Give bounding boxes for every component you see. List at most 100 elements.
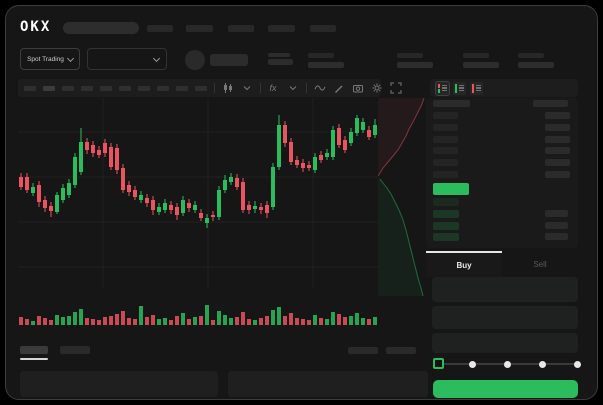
slider-step-dot[interactable] xyxy=(539,361,546,368)
orderbook-toolbar xyxy=(430,79,578,97)
orderbook-view-toggle-bids[interactable] xyxy=(453,81,466,95)
pair-name-placeholder xyxy=(210,54,248,66)
app-window: OKX Spot Trading fx Buy Sell xyxy=(5,5,598,400)
sell-tab-label: Sell xyxy=(533,259,547,269)
search-bar[interactable] xyxy=(63,22,139,34)
timeframe-placeholder[interactable] xyxy=(195,85,207,91)
nav-item-placeholder[interactable] xyxy=(268,25,295,32)
pair-selector-dropdown[interactable] xyxy=(87,48,167,70)
market-type-label: Spot Trading xyxy=(27,55,64,63)
order-form-field[interactable] xyxy=(432,306,578,329)
gear-icon[interactable] xyxy=(371,82,383,94)
expand-icon[interactable] xyxy=(390,82,402,94)
slider-step-dot[interactable] xyxy=(469,361,476,368)
orderbook-view-toggle-combined[interactable] xyxy=(435,80,450,96)
bid-row-amount[interactable] xyxy=(545,221,568,229)
bid-row-price[interactable] xyxy=(433,221,459,230)
stat-value-placeholder xyxy=(463,62,499,68)
ask-row-price[interactable] xyxy=(433,171,458,178)
timeframe-placeholder[interactable] xyxy=(43,85,55,91)
timeframe-placeholder[interactable] xyxy=(81,85,93,91)
orderbook-toggle-lines xyxy=(476,84,481,92)
bottom-tab-placeholder[interactable] xyxy=(60,346,90,354)
bid-row-amount[interactable] xyxy=(545,233,568,241)
bid-color xyxy=(455,83,457,93)
bid-row-price[interactable] xyxy=(433,233,459,242)
chevron-down-icon[interactable] xyxy=(241,82,253,94)
toolbar-divider xyxy=(306,83,307,93)
ask-color xyxy=(472,83,474,93)
ask-row-amount[interactable] xyxy=(545,147,570,155)
orderbook-toggle-lines xyxy=(459,84,464,92)
fx-icon[interactable]: fx xyxy=(268,82,280,94)
ask-color xyxy=(438,83,440,88)
slider-step-dot[interactable] xyxy=(574,361,581,368)
timeframe-placeholder[interactable] xyxy=(100,85,112,91)
last-price-placeholder xyxy=(268,53,290,57)
ask-row-amount[interactable] xyxy=(545,123,570,131)
svg-text:fx: fx xyxy=(270,83,278,93)
toolbar-divider xyxy=(260,83,261,93)
ask-row-price[interactable] xyxy=(433,112,458,119)
ask-row-amount[interactable] xyxy=(545,171,570,178)
nav-item-placeholder[interactable] xyxy=(186,25,213,32)
last-price-indicator[interactable] xyxy=(433,183,469,195)
orderbook-panel xyxy=(426,98,578,248)
trade-tabs: Buy Sell xyxy=(426,251,578,277)
bottom-panel-placeholder xyxy=(228,371,428,397)
ask-row-price[interactable] xyxy=(433,159,458,167)
depth-chart xyxy=(378,98,425,296)
market-type-dropdown[interactable]: Spot Trading xyxy=(20,48,80,70)
timeframe-placeholder[interactable] xyxy=(119,85,131,91)
buy-submit-button[interactable] xyxy=(433,380,578,398)
slider-step-dot[interactable] xyxy=(504,361,511,368)
stat-value-placeholder xyxy=(518,62,554,68)
nav-item-placeholder[interactable] xyxy=(310,25,336,32)
stat-label-placeholder xyxy=(308,53,334,58)
tab-buy[interactable]: Buy xyxy=(426,251,502,277)
bottom-tab-placeholder[interactable] xyxy=(20,346,48,354)
ask-row-price[interactable] xyxy=(433,123,458,131)
brush-icon[interactable] xyxy=(333,82,345,94)
bid-row-amount[interactable] xyxy=(545,209,568,217)
candles-icon[interactable] xyxy=(222,82,234,94)
tab-sell[interactable]: Sell xyxy=(502,251,578,277)
nav-item-placeholder[interactable] xyxy=(147,25,173,32)
toolbar-divider xyxy=(214,83,215,93)
timeframe-placeholder[interactable] xyxy=(24,85,36,91)
orderbook-view-toggle-asks[interactable] xyxy=(470,81,483,95)
ask-row-price[interactable] xyxy=(433,147,458,155)
timeframe-placeholder[interactable] xyxy=(138,85,150,91)
camera-icon[interactable] xyxy=(352,82,364,94)
stat-label-placeholder xyxy=(397,53,423,58)
order-form-field[interactable] xyxy=(432,333,578,353)
stat-label-placeholder xyxy=(518,53,544,58)
orderbook-header-placeholder xyxy=(433,100,470,107)
order-form-field[interactable] xyxy=(432,277,578,302)
price-change-placeholder xyxy=(268,59,293,65)
bottom-panel-placeholder xyxy=(20,371,218,397)
bottom-action-placeholder[interactable] xyxy=(386,347,416,354)
chevron-down-icon[interactable] xyxy=(287,82,299,94)
timeframe-placeholder[interactable] xyxy=(62,85,74,91)
chevron-down-icon xyxy=(66,54,74,62)
orderbook-toggle-colorbar xyxy=(455,83,457,93)
active-tab-underline xyxy=(20,358,48,360)
ask-row-price[interactable] xyxy=(433,135,458,143)
bid-row-price[interactable] xyxy=(433,198,459,206)
candlestick-chart[interactable] xyxy=(18,98,378,330)
bid-row-price[interactable] xyxy=(433,209,459,218)
nav-item-placeholder[interactable] xyxy=(228,25,254,32)
stat-value-placeholder xyxy=(397,62,433,68)
stat-value-placeholder xyxy=(308,62,344,68)
stat-label-placeholder xyxy=(463,53,489,58)
okx-logo[interactable]: OKX xyxy=(20,19,52,35)
bottom-action-placeholder[interactable] xyxy=(348,347,378,354)
timeframe-placeholder[interactable] xyxy=(176,85,188,91)
wave-icon[interactable] xyxy=(314,82,326,94)
slider-handle[interactable] xyxy=(433,358,444,369)
ask-row-amount[interactable] xyxy=(545,112,570,119)
ask-row-amount[interactable] xyxy=(545,135,570,143)
ask-row-amount[interactable] xyxy=(545,159,570,167)
timeframe-placeholder[interactable] xyxy=(157,85,169,91)
